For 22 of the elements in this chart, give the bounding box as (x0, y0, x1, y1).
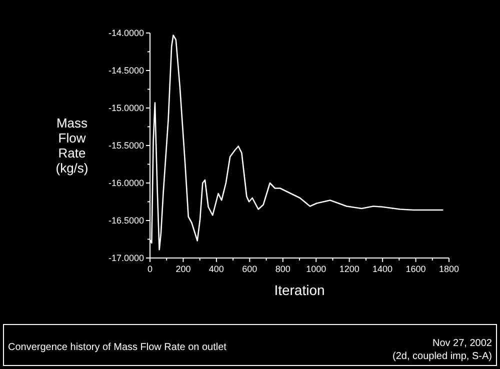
y-tick-label: -17.0000 (108, 253, 144, 264)
x-tick-label: 0 (147, 264, 153, 274)
y-tick-label: -14.5000 (108, 66, 144, 76)
x-tick-label: 1400 (372, 264, 393, 274)
x-tick-label: 1000 (306, 264, 326, 274)
x-axis-title: Iteration (274, 282, 325, 298)
text: (2d, coupled imp, S-A) (392, 351, 492, 362)
y-tick-label: -15.5000 (108, 140, 144, 151)
x-tick-label: 600 (242, 264, 258, 274)
x-tick-label: 1600 (406, 264, 426, 274)
x-tick-label: 1200 (339, 264, 360, 274)
text: Convergence history of Mass Flow Rate on outlet (8, 342, 227, 353)
y-tick-label: -15.0000 (108, 103, 144, 114)
y-tick-label: -16.5000 (108, 216, 144, 226)
x-tick-label: 1800 (438, 264, 460, 274)
x-tick-label: 800 (275, 264, 290, 274)
y-tick-label: -14.0000 (108, 28, 144, 38)
x-tick-label: 200 (176, 264, 191, 274)
y-axis-title: Mass Flow Rate (kg/s) (56, 116, 88, 176)
x-tick-label: 400 (208, 264, 224, 274)
text: Nov 27, 2002 (432, 338, 492, 349)
y-tick-label: -16.0000 (108, 178, 144, 188)
